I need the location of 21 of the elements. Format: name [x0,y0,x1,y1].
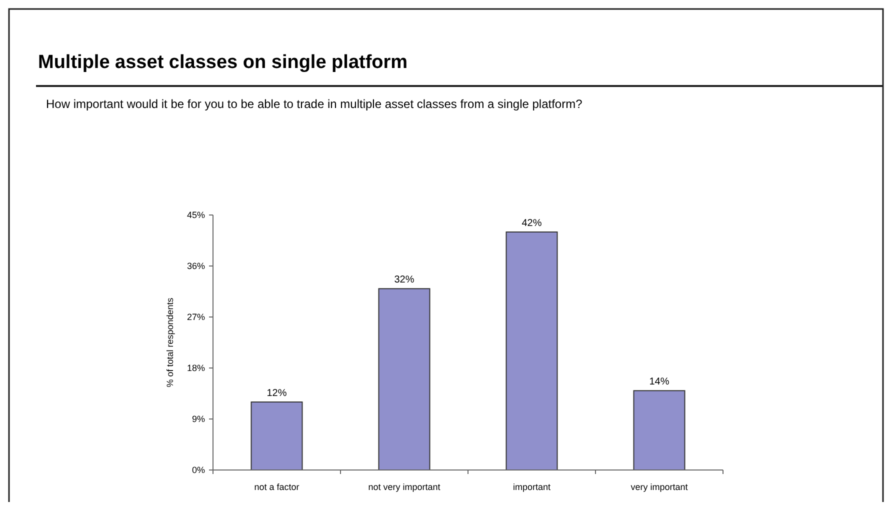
y-tick-label: 36% [186,261,205,272]
y-tick-label: 18% [186,363,205,374]
bar [633,390,686,470]
bar [250,402,303,470]
x-tick-label: important [512,482,551,492]
x-tick-label: very important [630,482,688,492]
bar [506,232,558,470]
chart-subtitle: How important would it be for you to be able to trade in multiple asset classes from a single platform? [46,97,583,111]
data-label: 42% [522,218,542,229]
y-tick-label: 27% [186,312,205,322]
y-axis-title: % of total respondents [165,297,175,388]
y-tick-label: 45% [186,210,205,220]
bar [378,288,430,470]
y-tick-label: 0% [192,465,205,476]
x-tick-label: not very important [368,482,441,492]
x-tick-label: not a factor [254,482,300,492]
chart-title: Multiple asset classes on single platform [38,52,408,73]
data-label: 32% [394,274,414,286]
data-label: 12% [266,388,287,399]
data-label: 14% [649,376,670,388]
y-tick-label: 9% [192,414,205,424]
